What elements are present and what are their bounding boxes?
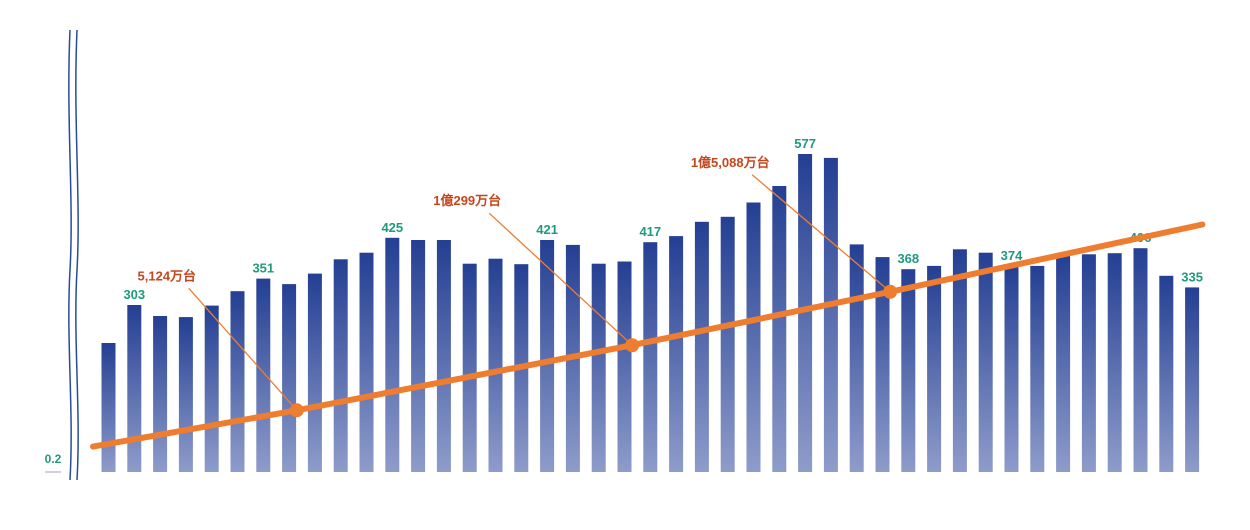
bars-layer — [101, 154, 1200, 472]
bar — [1107, 253, 1122, 472]
bar — [772, 186, 787, 472]
bar — [488, 258, 503, 472]
callout-leader-line — [488, 212, 633, 346]
bar — [798, 154, 813, 472]
bar — [411, 240, 426, 472]
bar — [462, 263, 477, 472]
callout-label: 1億299万台 — [433, 193, 501, 208]
bar — [720, 216, 735, 472]
callout-label: 1億5,088万台 — [691, 155, 770, 170]
callout-leader-line — [751, 174, 891, 293]
bar — [101, 343, 116, 472]
bar — [127, 305, 142, 472]
bar — [333, 259, 348, 472]
y-tick-label: 0.2 — [45, 452, 62, 466]
axis-break-line-left — [68, 29, 72, 481]
bar — [694, 221, 709, 472]
trend-point-marker — [289, 403, 304, 418]
bar — [1133, 248, 1148, 472]
axis-break-line-right — [75, 29, 79, 481]
trend-point-marker — [625, 338, 640, 353]
bar — [927, 265, 942, 472]
callout-labels-layer: 5,124万台 1億299万台 1億5,088万台 — [138, 155, 898, 418]
bar — [436, 240, 451, 472]
bar-data-label: 368 — [897, 251, 919, 266]
trend-point-marker — [883, 284, 898, 299]
callout-leaders-layer — [188, 174, 891, 411]
bar — [849, 244, 864, 472]
bar — [307, 273, 322, 472]
bar — [256, 278, 271, 472]
bar-data-label: 351 — [252, 261, 274, 276]
bar — [1185, 287, 1200, 472]
bar — [746, 202, 761, 472]
bar-data-label: 421 — [536, 222, 558, 237]
bar — [643, 242, 658, 472]
bar — [385, 237, 400, 472]
bar — [978, 252, 993, 472]
bar — [823, 157, 838, 472]
bar-data-label: 303 — [123, 287, 145, 302]
bar-data-label: 577 — [794, 136, 816, 151]
bar — [178, 317, 193, 472]
bar-data-label: 425 — [381, 220, 403, 235]
bar — [1056, 255, 1071, 472]
bar — [591, 263, 606, 472]
callout-label: 5,124万台 — [138, 268, 197, 283]
bar — [1159, 275, 1174, 472]
bar — [230, 291, 245, 472]
callout-leader-line — [188, 287, 298, 411]
bar — [617, 261, 632, 472]
bar — [1004, 265, 1019, 472]
bar — [153, 316, 168, 472]
bar-data-label: 374 — [1001, 248, 1023, 263]
bar — [1030, 265, 1045, 472]
bar — [540, 240, 555, 472]
bar — [669, 236, 684, 472]
bar — [282, 284, 297, 472]
bar — [901, 269, 916, 472]
bar-data-label: 335 — [1181, 269, 1203, 284]
bar — [1081, 254, 1096, 472]
bar — [359, 252, 374, 472]
bar-data-label: 417 — [639, 224, 661, 239]
bar — [875, 257, 890, 472]
bar — [204, 305, 219, 472]
bar — [952, 249, 967, 472]
